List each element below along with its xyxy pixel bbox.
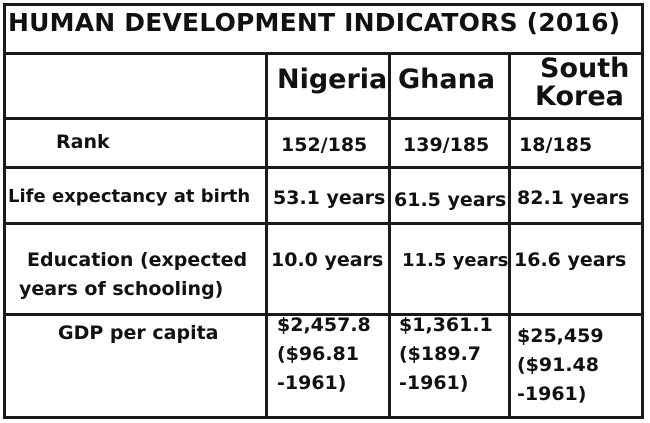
cell-life-south-korea: 82.1 years [517, 187, 630, 209]
row-label-education-line2: years of schooling) [19, 278, 224, 300]
row-label-gdp: GDP per capita [58, 322, 219, 344]
cell-gdp-ghana-line1: $1,361.1 [399, 314, 493, 336]
table-border-right [641, 3, 644, 419]
column-divider [388, 52, 391, 419]
cell-gdp-south-korea-line3: -1961) [517, 383, 587, 405]
column-header-south-korea-line2: Korea [535, 81, 624, 112]
cell-gdp-ghana-line3: -1961) [399, 372, 469, 394]
table-border-top [3, 3, 644, 6]
row-label-education-line1: Education (expected [27, 249, 248, 271]
row-label-life-expectancy: Life expectancy at birth [8, 186, 251, 207]
header-divider [3, 117, 644, 120]
cell-gdp-south-korea-line1: $25,459 [517, 325, 604, 347]
cell-gdp-nigeria-line1: $2,457.8 [277, 314, 371, 336]
row-divider [3, 313, 644, 316]
cell-rank-ghana: 139/185 [403, 134, 490, 156]
row-divider [3, 166, 644, 169]
title-divider [3, 52, 644, 55]
cell-education-nigeria: 10.0 years [271, 249, 384, 271]
cell-life-nigeria: 53.1 years [273, 187, 386, 209]
column-divider [508, 52, 511, 419]
column-header-ghana: Ghana [398, 64, 496, 95]
cell-gdp-nigeria-line3: -1961) [277, 372, 347, 394]
row-label-rank: Rank [56, 131, 110, 153]
table-border-left [3, 3, 6, 419]
cell-education-south-korea: 16.6 years [514, 249, 627, 271]
cell-gdp-nigeria-line2: ($96.81 [277, 343, 360, 365]
cell-gdp-south-korea-line2: ($91.48 [517, 354, 600, 376]
table-border-bottom [3, 416, 644, 419]
cell-gdp-ghana-line2: ($189.7 [399, 343, 482, 365]
cell-life-ghana: 61.5 years [394, 189, 507, 211]
cell-education-ghana: 11.5 years [402, 250, 509, 271]
column-header-nigeria: Nigeria [277, 64, 388, 95]
cell-rank-nigeria: 152/185 [281, 134, 368, 156]
column-divider [265, 52, 268, 419]
row-divider [3, 222, 644, 225]
table-title: HUMAN DEVELOPMENT INDICATORS (2016) [8, 8, 621, 37]
cell-rank-south-korea: 18/185 [519, 134, 593, 156]
column-header-south-korea-line1: South [540, 53, 630, 84]
